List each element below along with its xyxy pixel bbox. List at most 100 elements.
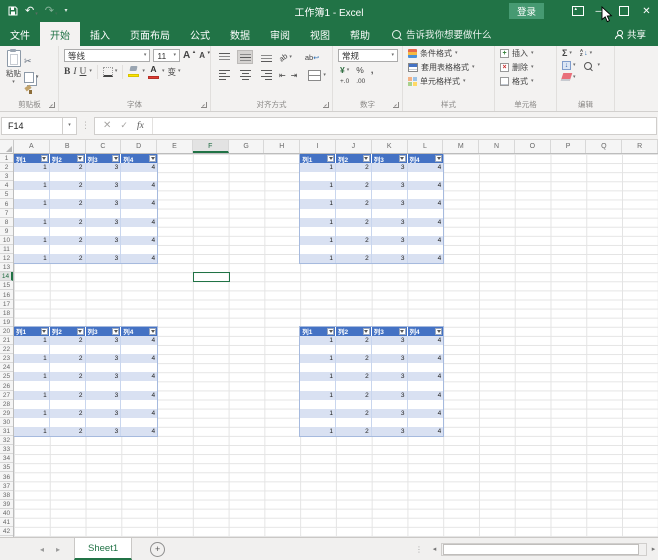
format-painter-button[interactable] — [24, 86, 39, 95]
select-all-corner[interactable] — [0, 140, 14, 153]
table-cell[interactable] — [50, 226, 86, 236]
ribbon-tab-公式[interactable]: 公式 — [190, 30, 210, 42]
column-header-H[interactable]: H — [264, 140, 301, 153]
table-cell[interactable] — [336, 208, 372, 218]
filter-dropdown-icon[interactable] — [149, 327, 157, 335]
row-header-11[interactable]: 11 — [0, 245, 13, 255]
table-cell[interactable]: 3 — [372, 217, 408, 227]
table-cell[interactable] — [336, 399, 372, 409]
row-header-21[interactable]: 21 — [0, 336, 13, 346]
column-header-F[interactable]: F — [192, 140, 229, 153]
row-header-7[interactable]: 7 — [0, 209, 13, 218]
sheet-tab-sheet1[interactable]: Sheet1 — [74, 538, 133, 560]
table-cell[interactable]: 4 — [437, 427, 442, 435]
table-cell[interactable]: 2 — [336, 372, 372, 382]
phonetic-guide-button[interactable]: 变 ▾ — [167, 66, 181, 77]
table-cell[interactable] — [372, 172, 408, 182]
table-cell[interactable] — [50, 345, 86, 355]
sign-in-button[interactable]: 登录 — [508, 3, 544, 19]
italic-button[interactable]: I — [73, 66, 77, 77]
table-cell[interactable] — [300, 417, 336, 427]
table-cell[interactable]: 4 — [437, 409, 442, 417]
row-header-37[interactable]: 37 — [0, 482, 13, 491]
row-header-28[interactable]: 28 — [0, 400, 13, 409]
table-cell[interactable] — [372, 399, 408, 409]
table-cell[interactable]: 4 — [151, 236, 156, 244]
share-button[interactable]: 共享 — [614, 22, 658, 46]
table-cell[interactable] — [86, 244, 122, 255]
table-cell[interactable]: 1 — [14, 354, 50, 364]
scroll-left-icon[interactable]: ◂ — [432, 546, 437, 553]
accounting-format-button[interactable]: ¥ ▾ — [340, 65, 350, 75]
table-cell[interactable]: 2 — [336, 199, 372, 209]
row-header-38[interactable]: 38 — [0, 491, 13, 500]
table-cell[interactable] — [86, 208, 122, 218]
table-cell[interactable] — [121, 363, 157, 372]
row-header-42[interactable]: 42 — [0, 527, 13, 537]
copy-button[interactable]: ▾ — [24, 72, 39, 83]
column-header-M[interactable]: M — [443, 140, 480, 153]
table-cell[interactable]: 3 — [86, 217, 122, 227]
paste-button[interactable]: 粘贴 ▾ — [6, 49, 21, 98]
table-cell[interactable]: 1 — [300, 335, 336, 346]
merge-center-button[interactable]: ▾ — [308, 69, 326, 81]
table-cell[interactable] — [300, 190, 336, 200]
table-cell[interactable]: 4 — [151, 336, 156, 344]
table-cell[interactable]: 1 — [300, 199, 336, 209]
row-header-6[interactable]: 6 — [0, 200, 13, 209]
table-cell[interactable]: 2 — [336, 217, 372, 227]
table-cell[interactable] — [408, 363, 444, 372]
table-cell[interactable] — [86, 381, 122, 391]
row-header-30[interactable]: 30 — [0, 418, 13, 427]
column-header-G[interactable]: G — [229, 140, 265, 153]
table-cell[interactable] — [408, 190, 444, 199]
row-header-26[interactable]: 26 — [0, 382, 13, 391]
scroll-right-icon[interactable]: ▸ — [651, 546, 656, 553]
row-header-17[interactable]: 17 — [0, 300, 13, 309]
table-cell[interactable]: 3 — [372, 408, 408, 418]
table-cell[interactable] — [14, 363, 50, 373]
table-cell[interactable]: 3 — [372, 199, 408, 209]
cells-area[interactable]: 列1 列2 列3 列4 1 2 3 4 1 2 3 4 1 2 3 4 1 2 3 4 1 2 3 4 1 2 3 4 列1 列2 列3 列4… — [13, 154, 658, 537]
font-name-combo[interactable]: 等线 ▾ — [64, 49, 151, 62]
table-cell[interactable] — [121, 227, 157, 236]
table-cell[interactable] — [372, 244, 408, 255]
table-cell[interactable]: 2 — [50, 217, 86, 227]
row-header-39[interactable]: 39 — [0, 500, 13, 509]
maximize-button[interactable] — [612, 0, 635, 22]
table-cell[interactable] — [121, 190, 157, 199]
table-cell[interactable]: 3 — [86, 254, 122, 264]
table-cell[interactable] — [408, 209, 444, 218]
table-cell[interactable]: 1 — [14, 181, 50, 191]
table-cell[interactable] — [336, 190, 372, 200]
row-header-22[interactable]: 22 — [0, 345, 13, 355]
table-cell[interactable] — [408, 418, 444, 427]
customize-qat-icon[interactable] — [64, 8, 67, 14]
ribbon-tab-页面布局[interactable]: 页面布局 — [130, 30, 170, 42]
column-header-K[interactable]: K — [372, 140, 408, 153]
column-header-E[interactable]: E — [157, 140, 193, 153]
table-cell[interactable] — [121, 418, 157, 427]
filter-dropdown-icon[interactable] — [435, 155, 443, 163]
row-header-32[interactable]: 32 — [0, 436, 13, 446]
table-cell[interactable]: 4 — [437, 336, 442, 344]
table-cell[interactable]: 1 — [300, 235, 336, 245]
filter-dropdown-icon[interactable] — [76, 327, 84, 335]
table-cell[interactable]: 3 — [86, 426, 122, 437]
top-align-button[interactable] — [216, 50, 232, 64]
table-cell[interactable]: 1 — [300, 254, 336, 264]
close-button[interactable]: ✕ — [642, 5, 651, 17]
table-cell[interactable]: 3 — [372, 354, 408, 364]
table-cell[interactable] — [300, 172, 336, 182]
table-cell[interactable]: 1 — [14, 426, 50, 437]
table-cell[interactable] — [300, 226, 336, 236]
table-cell[interactable] — [14, 172, 50, 182]
table-cell[interactable]: 1 — [14, 372, 50, 382]
table-cell[interactable]: 4 — [437, 236, 442, 244]
table-cell[interactable]: 4 — [437, 200, 442, 208]
table-cell[interactable]: 4 — [151, 373, 156, 381]
horizontal-scrollbar[interactable]: ◂ ▸ — [430, 538, 658, 560]
row-header-41[interactable]: 41 — [0, 518, 13, 528]
table-cell[interactable]: 2 — [50, 235, 86, 245]
filter-dropdown-icon[interactable] — [40, 155, 48, 163]
